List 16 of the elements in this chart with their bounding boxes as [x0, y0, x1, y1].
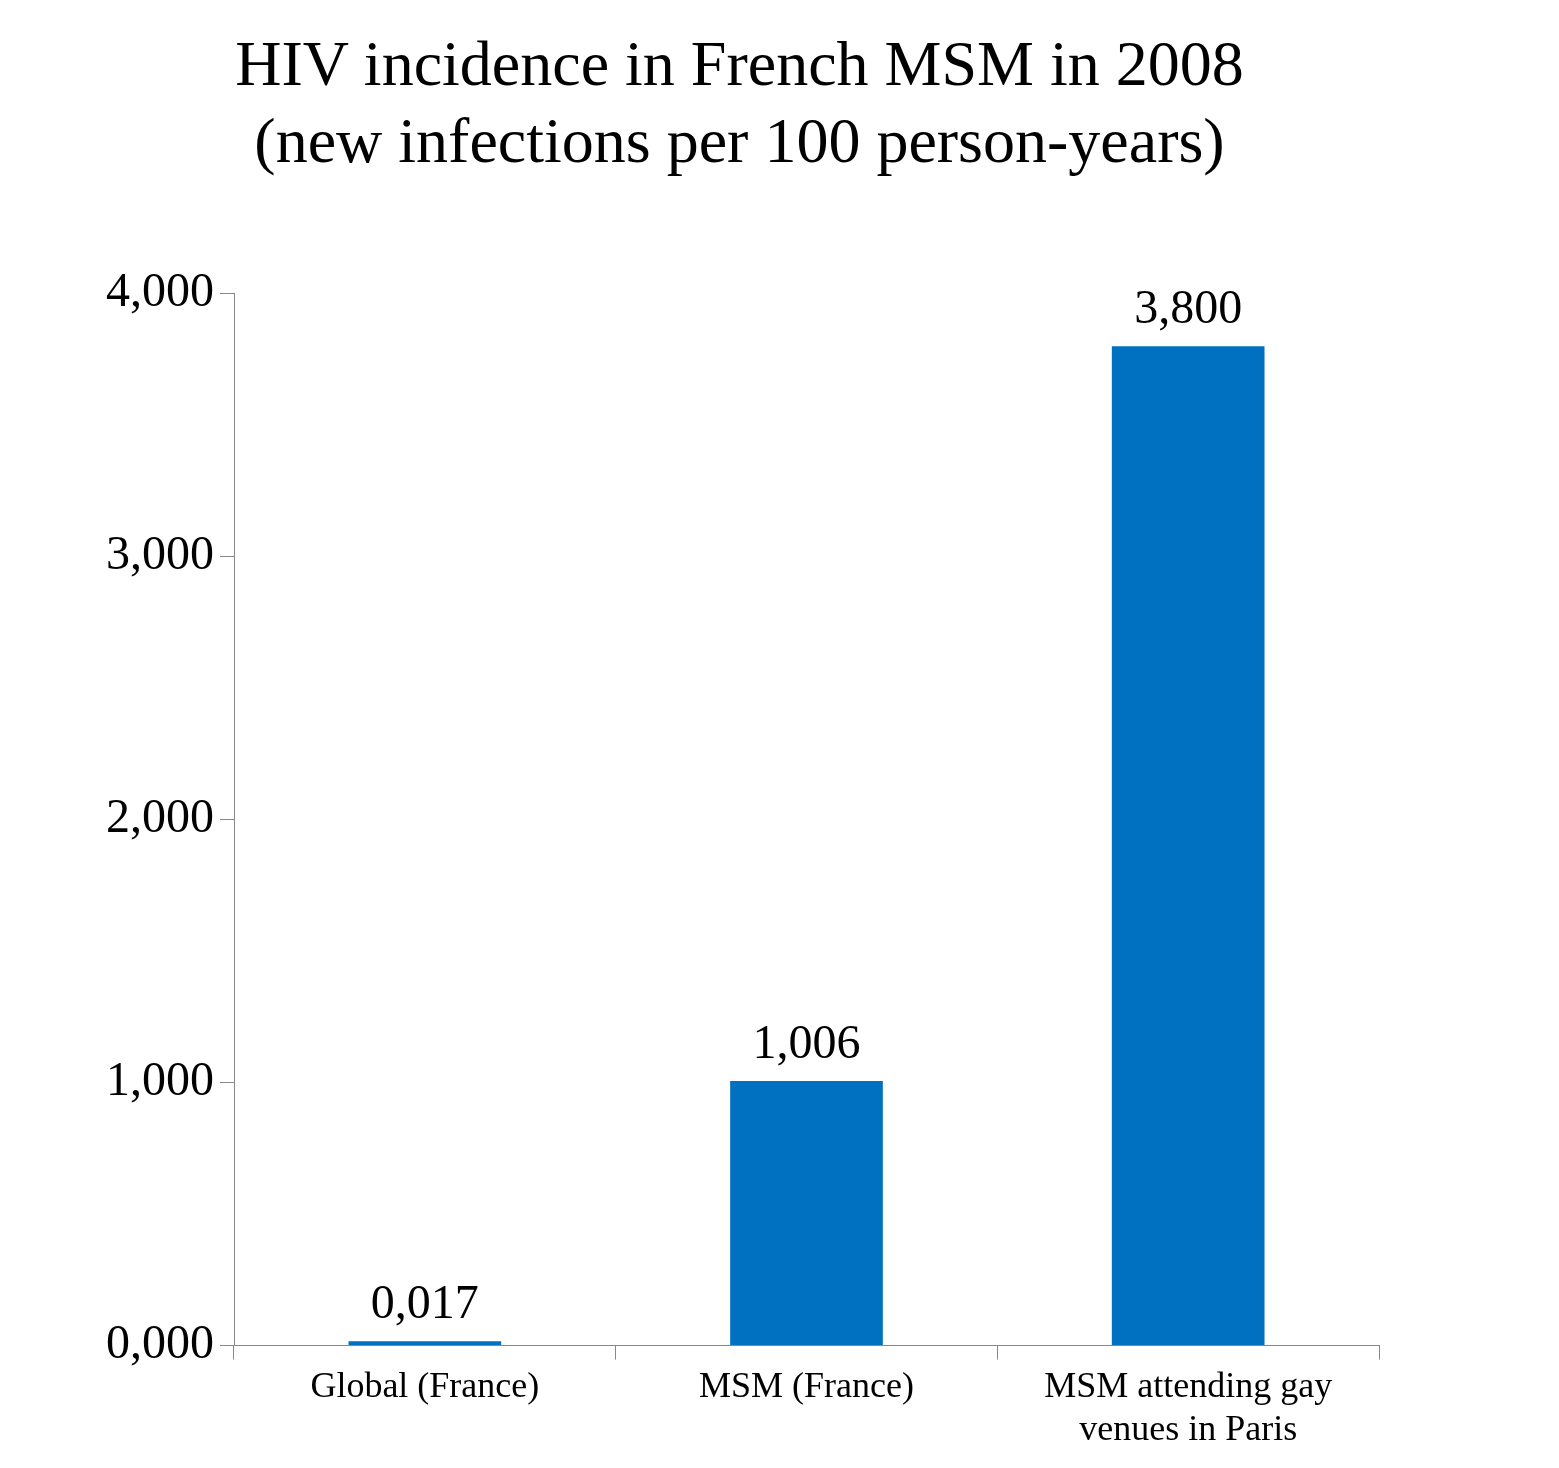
- data-label: 1,006: [752, 1014, 861, 1068]
- x-tick-label: Global (France): [310, 1364, 540, 1405]
- y-tick-label: 0,000: [106, 1315, 214, 1369]
- x-tick-label: MSM attending gay venues in Paris: [1044, 1364, 1333, 1448]
- bar: [1111, 346, 1265, 1346]
- y-tick-label: 2,000: [106, 789, 214, 843]
- y-tick-label: 1,000: [106, 1052, 214, 1106]
- chart-title: HIV incidence in French MSM in 2008: [235, 28, 1244, 100]
- x-tick-label: MSM (France): [699, 1364, 914, 1405]
- y-tick-label: 3,000: [106, 526, 214, 580]
- chart-subtitle: (new infections per 100 person-years): [254, 105, 1225, 177]
- data-label: 3,800: [1134, 279, 1243, 333]
- y-tick-label: 4,000: [106, 263, 214, 317]
- bar: [730, 1081, 883, 1346]
- bar: [348, 1341, 502, 1346]
- data-label: 0,017: [370, 1274, 479, 1328]
